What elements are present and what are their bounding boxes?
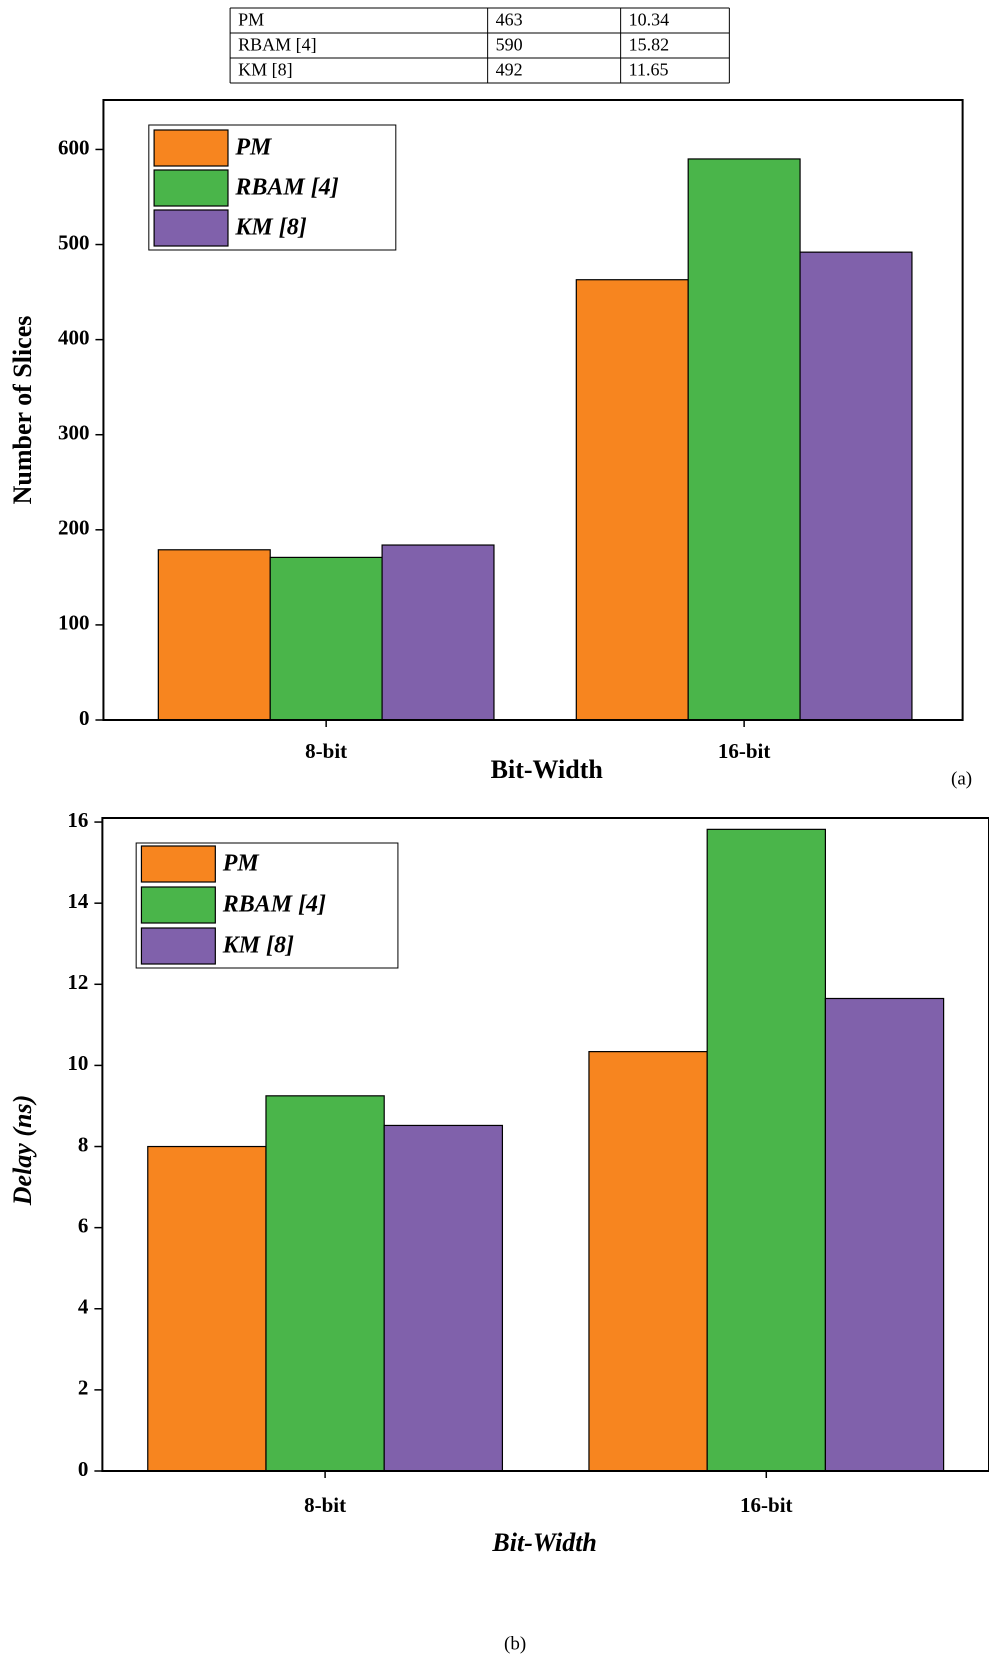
legend-swatch: [141, 887, 215, 923]
y-tick-label: 4: [78, 1295, 89, 1319]
legend-label: PM: [222, 851, 261, 877]
table-cell: 463: [496, 10, 523, 30]
table-cell: 10.34: [629, 10, 670, 30]
table-cell: 11.65: [629, 60, 669, 80]
y-tick-label: 8: [78, 1132, 89, 1156]
y-tick-label: 16: [67, 808, 88, 832]
y-tick-label: 10: [67, 1051, 88, 1075]
x-axis-title: Bit-Width: [491, 755, 604, 784]
y-tick-label: 500: [58, 230, 90, 254]
bar: [266, 1096, 384, 1471]
legend-swatch: [141, 846, 215, 882]
bar: [576, 280, 688, 720]
bar: [384, 1125, 502, 1471]
legend-swatch: [141, 928, 215, 964]
y-axis-title: Number of Slices: [8, 316, 37, 505]
x-tick-label: 8-bit: [305, 739, 347, 763]
y-axis-title: Delay (ns): [8, 1095, 37, 1206]
caption: (b): [504, 1633, 526, 1654]
x-tick-label: 16-bit: [718, 739, 771, 763]
y-tick-label: 200: [58, 516, 90, 540]
y-tick-label: 100: [58, 611, 90, 635]
y-tick-label: 600: [58, 135, 90, 159]
x-axis-title: Bit-Width: [491, 1528, 597, 1557]
table-cell: 15.82: [629, 35, 670, 55]
chart: 8-bit 16-bit 0 2 4 6 8 10 12 14 16 PM RBAM [4] KM [8]…: [8, 808, 989, 1654]
caption: (a): [951, 768, 972, 789]
y-tick-label: 300: [58, 421, 90, 445]
bar: [158, 550, 270, 720]
bar: [688, 159, 800, 720]
legend-swatch: [154, 130, 228, 166]
y-tick-label: 0: [79, 706, 90, 730]
bar: [800, 252, 912, 720]
y-tick-label: 12: [67, 970, 88, 994]
table-cell: RBAM [4]: [238, 35, 317, 55]
table-cell: KM [8]: [238, 60, 293, 80]
legend-swatch: [154, 210, 228, 246]
bar: [270, 557, 382, 720]
bar: [825, 998, 943, 1471]
legend-label: RBAM [4]: [234, 175, 338, 201]
x-tick-label: 16-bit: [740, 1493, 793, 1517]
y-tick-label: 0: [78, 1457, 89, 1481]
legend-label: KM [8]: [222, 933, 294, 959]
legend-label: PM: [234, 135, 273, 161]
chart: 8-bit 16-bit 0 100 200 300 400 500 600 PM RBAM [4]…: [8, 100, 972, 789]
page: PM 463 10.34 RBAM [4] 590 15.82 KM [8] 492 11.65…: [0, 0, 989, 1659]
y-tick-label: 400: [58, 325, 90, 349]
y-tick-label: 2: [78, 1376, 89, 1400]
table-cell: PM: [238, 10, 264, 30]
legend-label: RBAM [4]: [222, 892, 326, 918]
x-tick-label: 8-bit: [304, 1493, 346, 1517]
y-tick-label: 14: [67, 889, 89, 913]
bar: [382, 545, 494, 720]
bar: [589, 1052, 707, 1471]
legend-label: KM [8]: [234, 215, 306, 241]
legend-swatch: [154, 170, 228, 206]
table-cell: 492: [496, 60, 523, 80]
bar: [707, 829, 825, 1471]
bar: [148, 1147, 266, 1471]
table-cell: 590: [496, 35, 523, 55]
y-tick-label: 6: [78, 1213, 89, 1237]
